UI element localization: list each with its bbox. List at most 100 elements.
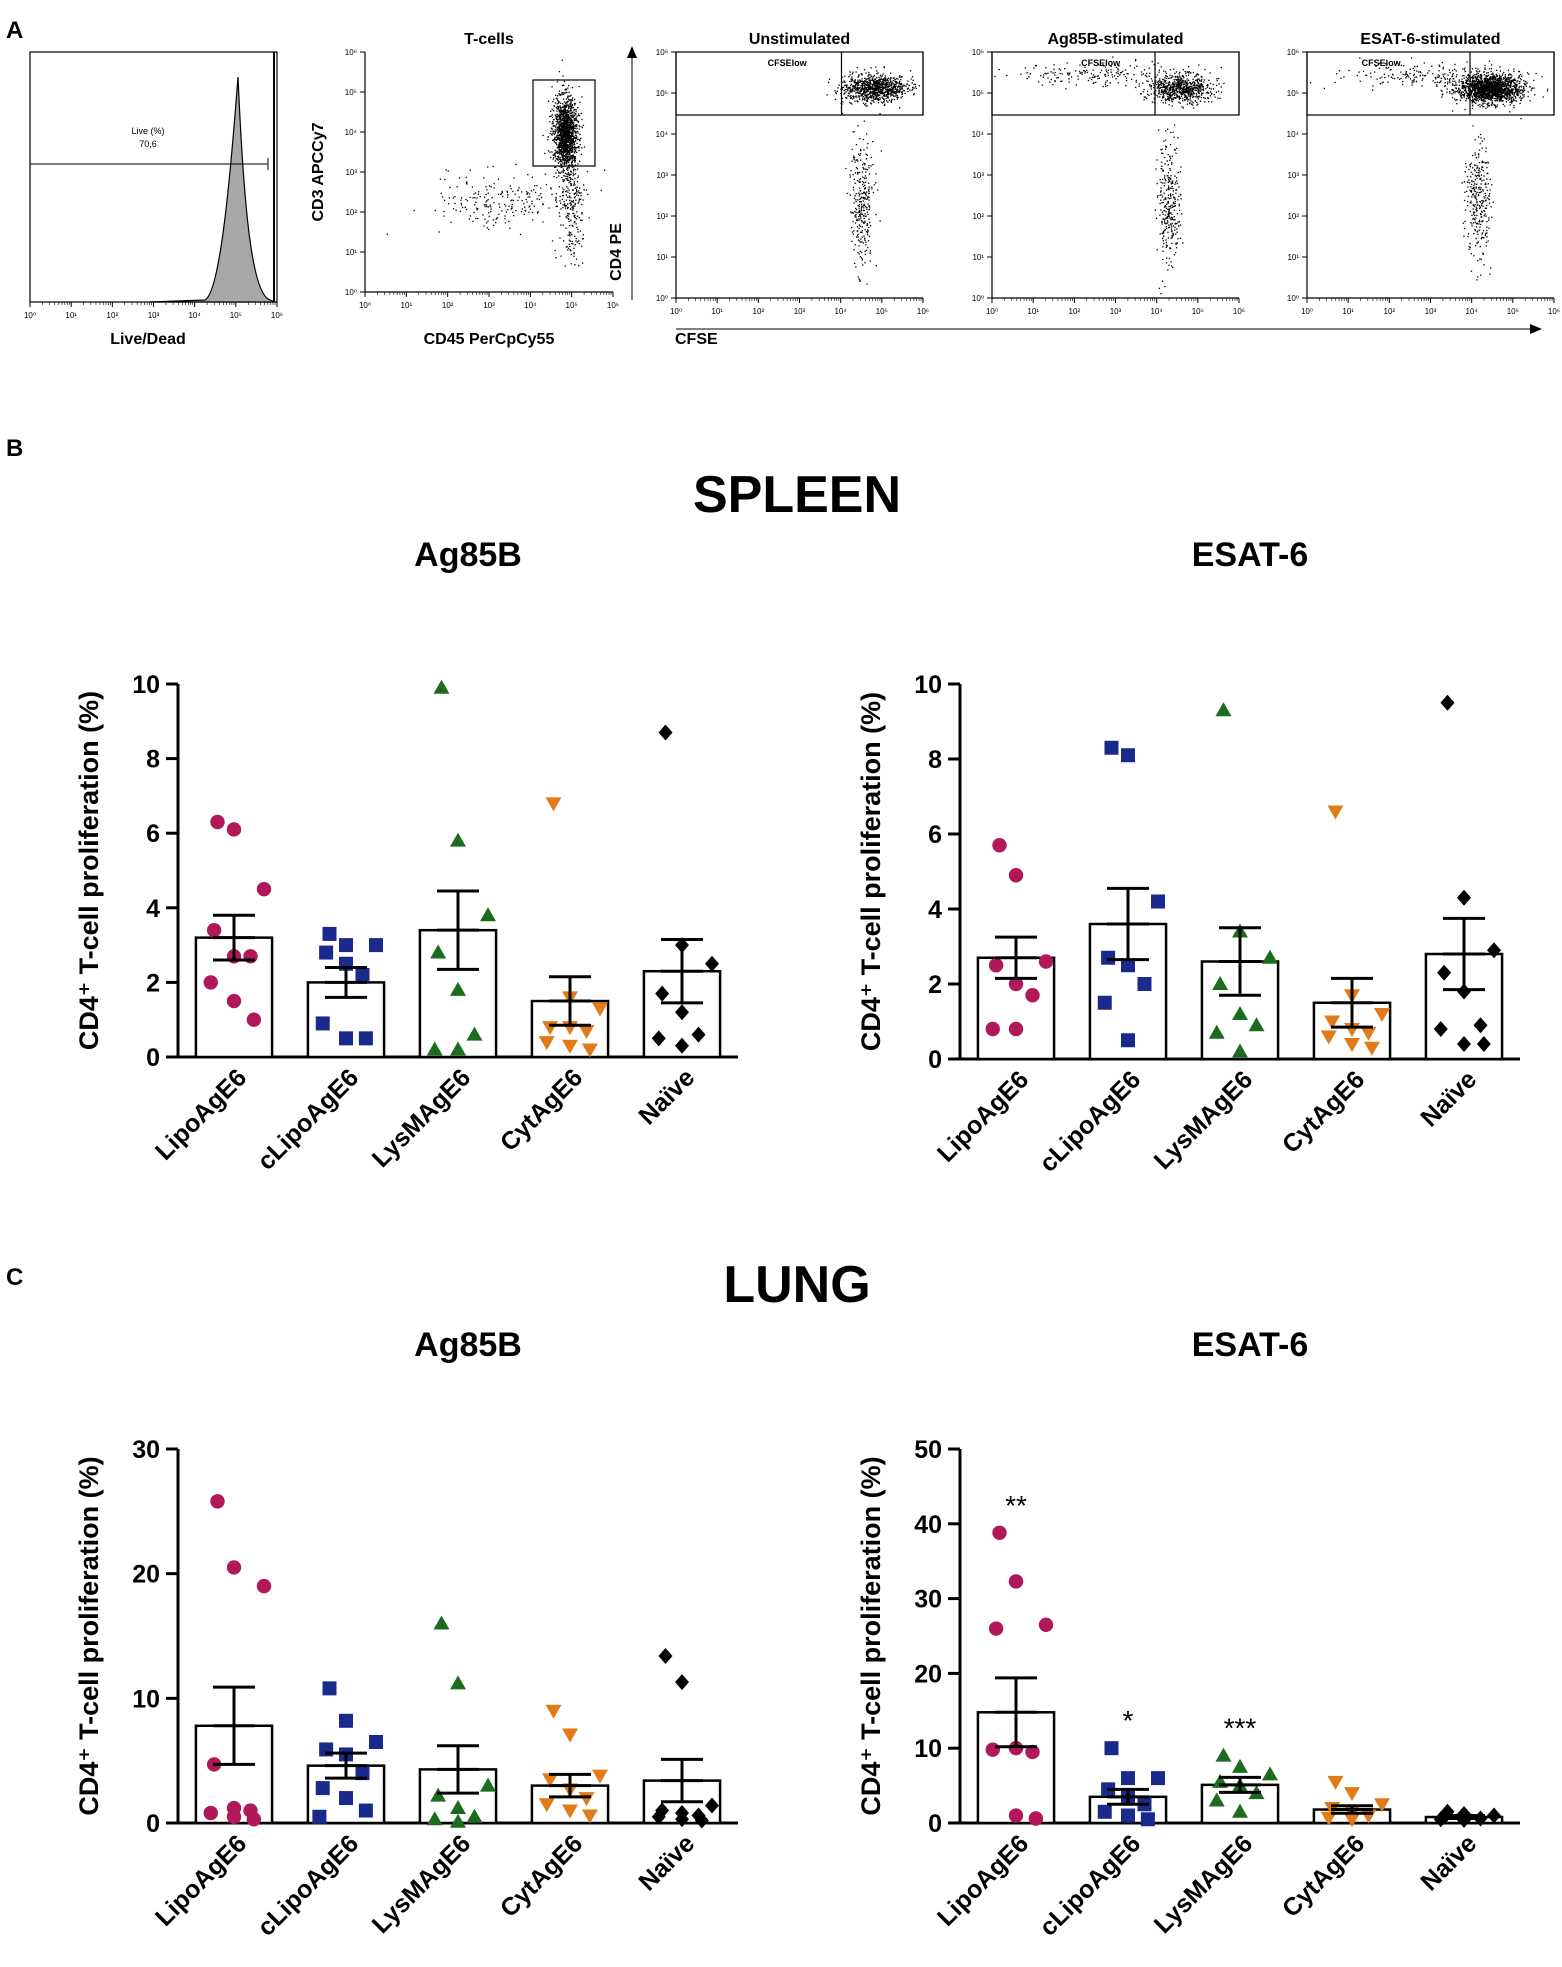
event-dot	[569, 117, 571, 120]
event-dot	[573, 110, 575, 112]
event-dot	[1159, 81, 1161, 84]
event-dot	[864, 83, 867, 85]
event-dot	[865, 215, 867, 217]
event-dot	[566, 196, 569, 198]
event-dot	[856, 82, 858, 84]
event-dot	[859, 148, 862, 151]
event-dot	[1099, 71, 1101, 74]
event-dot	[524, 209, 526, 212]
event-dot	[567, 141, 569, 143]
event-dot	[870, 83, 872, 85]
event-dot	[859, 90, 861, 92]
event-dot	[1207, 97, 1209, 99]
event-dot	[859, 92, 861, 95]
event-dot	[477, 217, 479, 220]
event-dot	[521, 208, 523, 210]
event-dot	[1161, 89, 1163, 91]
event-dot	[1495, 84, 1497, 86]
event-dot	[875, 98, 877, 100]
event-dot	[485, 201, 487, 203]
event-dot	[847, 90, 849, 92]
tcells-gate	[532, 79, 596, 167]
event-dot	[914, 86, 917, 88]
event-dot	[1186, 87, 1189, 89]
event-dot	[854, 244, 856, 246]
event-dot	[556, 169, 558, 171]
event-dot	[1167, 172, 1170, 174]
event-dot	[896, 90, 898, 92]
event-dot	[1179, 209, 1181, 212]
event-dot	[880, 84, 883, 86]
event-dot	[851, 98, 853, 100]
event-dot	[1167, 175, 1169, 177]
event-dot	[499, 193, 502, 196]
event-dot	[1212, 88, 1215, 90]
event-dot	[1109, 82, 1111, 84]
event-dot	[874, 88, 876, 91]
event-dot	[1130, 78, 1133, 80]
event-dot	[1180, 87, 1183, 89]
event-dot	[557, 159, 559, 161]
event-dot	[899, 86, 902, 88]
event-dot	[508, 205, 510, 207]
event-dot	[575, 138, 577, 140]
event-dot	[560, 112, 563, 114]
event-dot	[564, 156, 566, 158]
event-dot	[859, 138, 861, 140]
event-dot	[566, 246, 568, 248]
event-dot	[560, 202, 562, 204]
event-dot	[871, 79, 874, 81]
event-dot	[1166, 220, 1169, 222]
event-dot	[1181, 80, 1183, 82]
event-dot	[566, 162, 568, 164]
event-dot	[857, 101, 859, 103]
event-dot	[1513, 79, 1515, 82]
event-dot	[1159, 96, 1161, 98]
event-dot	[585, 189, 587, 191]
event-dot	[1162, 182, 1164, 184]
event-dot	[868, 87, 870, 89]
event-dot	[566, 156, 568, 159]
event-dot	[572, 189, 574, 191]
event-dot	[486, 200, 488, 202]
event-dot	[572, 154, 574, 156]
event-dot	[894, 87, 896, 89]
event-dot	[1117, 72, 1119, 75]
event-dot	[568, 84, 570, 87]
event-dot	[569, 149, 571, 151]
event-dot	[1157, 195, 1159, 197]
event-dot	[872, 87, 874, 89]
event-dot	[1052, 84, 1054, 86]
event-dot	[461, 197, 463, 199]
event-dot	[841, 76, 843, 78]
event-dot	[860, 216, 862, 218]
event-dot	[1185, 95, 1187, 98]
event-dot	[899, 85, 901, 88]
event-dot	[866, 90, 868, 92]
event-dot	[566, 134, 568, 136]
event-dot	[860, 212, 862, 214]
event-dot	[884, 87, 886, 90]
event-dot	[566, 174, 568, 176]
event-dot	[864, 186, 866, 189]
event-dot	[855, 82, 857, 84]
event-dot	[564, 131, 566, 133]
event-dot	[1186, 78, 1188, 80]
event-dot	[854, 79, 856, 81]
event-dot	[528, 211, 530, 213]
event-dot	[900, 97, 902, 99]
event-dot	[1484, 100, 1486, 102]
event-dot	[1192, 91, 1194, 93]
live-gate-label: Live (%)	[131, 126, 164, 136]
event-dot	[891, 94, 893, 96]
event-dot	[570, 126, 572, 128]
event-dot	[573, 114, 575, 116]
event-dot	[863, 217, 865, 220]
event-dot	[565, 112, 567, 114]
event-dot	[567, 115, 570, 117]
event-dot	[501, 191, 503, 193]
event-dot	[571, 100, 574, 102]
event-dot	[572, 97, 574, 99]
event-dot	[875, 96, 877, 98]
event-dot	[860, 85, 862, 87]
